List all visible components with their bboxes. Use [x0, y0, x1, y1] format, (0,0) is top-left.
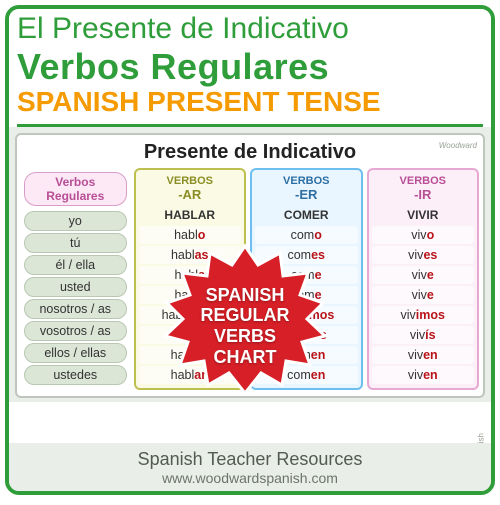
column-ar-header: VERBOS -AR	[139, 174, 242, 205]
pronoun-ustedes: ustedes	[24, 365, 127, 385]
header: El Presente de Indicativo Verbos Regular…	[9, 9, 491, 127]
badge-line4: CHART	[214, 347, 277, 367]
badge-line3: VERBS	[214, 326, 276, 346]
column-ir-header-sub: -IR	[414, 187, 431, 202]
badge-line1: SPANISH	[206, 285, 285, 305]
badge-text: SPANISH REGULAR VERBS CHART	[201, 285, 290, 368]
watermark: Woodward	[439, 141, 477, 150]
column-er-verb: COMER	[255, 207, 358, 224]
header-line1: El Presente de Indicativo	[17, 12, 483, 46]
column-ir-header-top: VERBOS	[400, 175, 446, 187]
badge-line2: REGULAR	[201, 305, 290, 325]
column-er-header: VERBOS -ER	[255, 174, 358, 205]
ir-form-5: vivís	[372, 326, 475, 344]
ir-form-2: vive	[372, 266, 475, 284]
column-ir-verb: VIVIR	[372, 207, 475, 224]
footer: Spanish Teacher Resources www.woodwardsp…	[9, 443, 491, 491]
chart-title: Presente de Indicativo	[21, 139, 479, 168]
pronouns-header: Verbos Regulares	[24, 172, 127, 206]
header-line2: Verbos Regulares	[17, 46, 483, 88]
column-ir-header: VERBOS -IR	[372, 174, 475, 205]
ir-form-3: vive	[372, 286, 475, 304]
column-ir: VERBOS -IR VIVIR vivo vives vive vive vi…	[367, 168, 480, 390]
pronouns-column: Verbos Regulares yo tú él / ella usted n…	[21, 168, 130, 390]
ir-form-0: vivo	[372, 226, 475, 244]
pronoun-tu: tú	[24, 233, 127, 253]
column-er-header-top: VERBOS	[283, 175, 329, 187]
footer-line2: www.woodwardspanish.com	[9, 470, 491, 486]
column-er-header-sub: -ER	[295, 187, 317, 202]
column-ar-verb: HABLAR	[139, 207, 242, 224]
pronoun-nosotros: nosotros / as	[24, 299, 127, 319]
ir-form-4: vivimos	[372, 306, 475, 324]
footer-line1: Spanish Teacher Resources	[9, 449, 491, 470]
pronoun-yo: yo	[24, 211, 127, 231]
column-ar-header-sub: -AR	[178, 187, 201, 202]
starburst-badge: SPANISH REGULAR VERBS CHART	[160, 241, 330, 411]
pronoun-vosotros: vosotros / as	[24, 321, 127, 341]
pronoun-el-ella: él / ella	[24, 255, 127, 275]
header-line3: SPANISH PRESENT TENSE	[17, 86, 483, 127]
ir-form-7: viven	[372, 366, 475, 384]
column-ar-header-top: VERBOS	[167, 175, 213, 187]
ir-form-6: viven	[372, 346, 475, 364]
pronoun-usted: usted	[24, 277, 127, 297]
pronoun-ellos-ellas: ellos / ellas	[24, 343, 127, 363]
ir-form-1: vives	[372, 246, 475, 264]
